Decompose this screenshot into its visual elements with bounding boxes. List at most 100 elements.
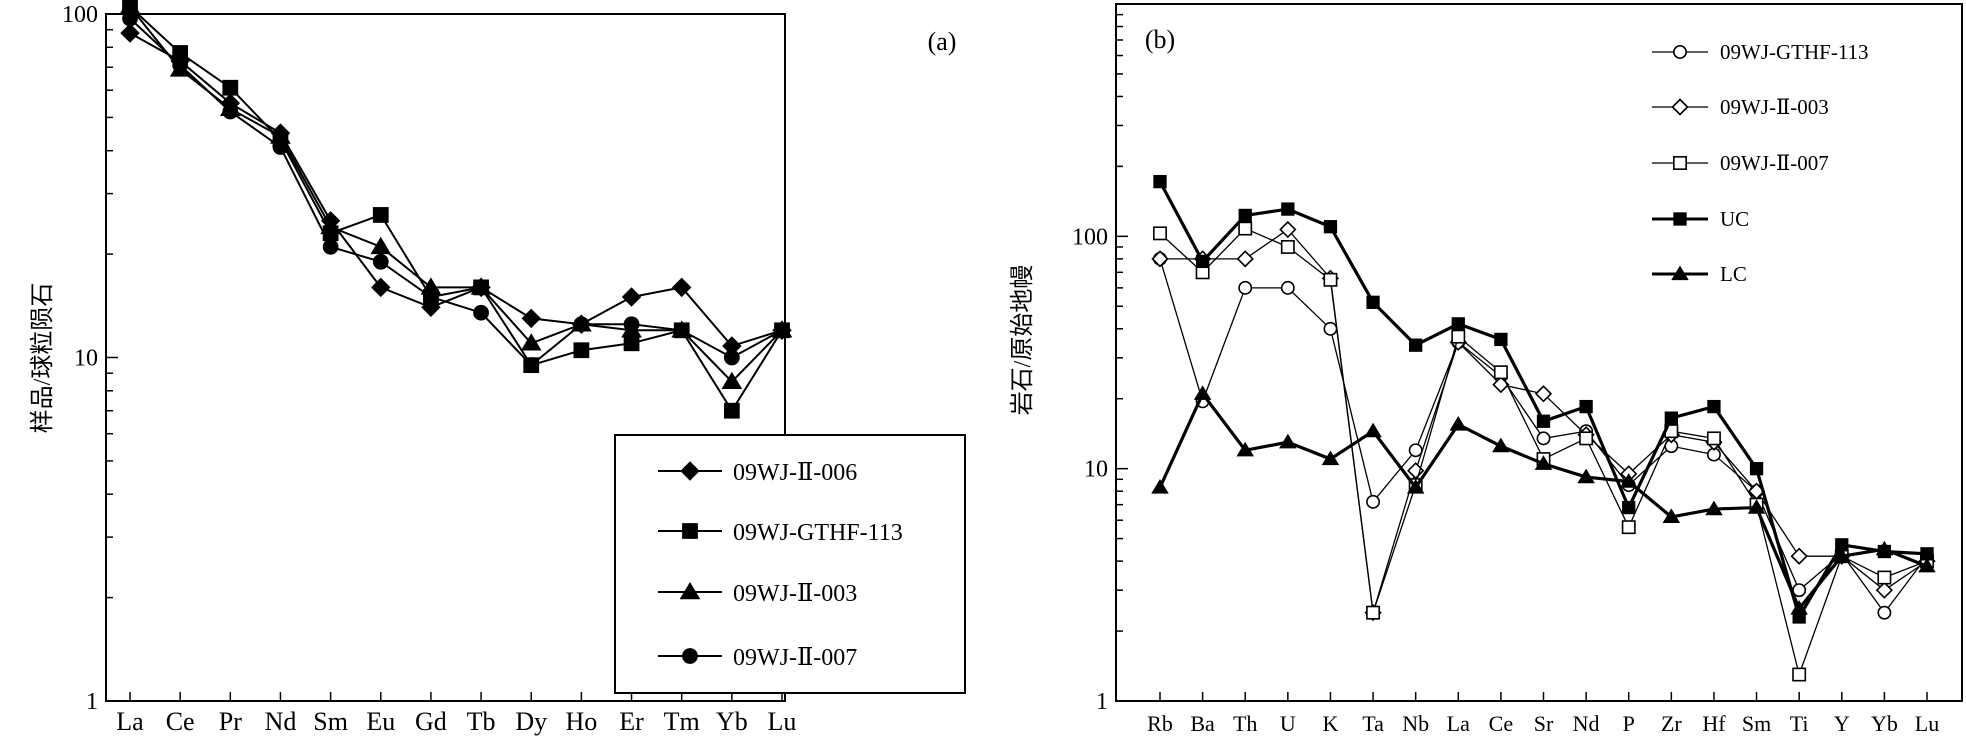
x-tick-label-Nd: Nd xyxy=(1573,711,1600,736)
data-point-Sm xyxy=(322,238,339,255)
x-tick-label-Ta: Ta xyxy=(1362,711,1384,736)
data-point-P xyxy=(1619,473,1638,488)
y-tick-label: 100 xyxy=(1072,224,1108,250)
data-point-P xyxy=(1622,500,1636,515)
series-09WJ-Ⅱ-007 xyxy=(1153,221,1934,682)
x-tick-label-Nb: Nb xyxy=(1402,711,1429,736)
panel-a-legend: 09WJ-Ⅱ-006 09WJ-GTHF-113 09WJ-Ⅱ-003 09WJ-Ⅱ-… xyxy=(614,434,966,694)
data-point-Nd xyxy=(272,139,289,155)
legend-entry-09WJ-Ⅱ-003: 09WJ-Ⅱ-003 xyxy=(1652,95,1829,119)
data-point-Hf xyxy=(1706,431,1721,446)
legend-entry-09WJ-GTHF-113: 09WJ-GTHF-113 xyxy=(658,520,903,546)
legend-marker xyxy=(682,523,698,539)
x-tick-label-U: U xyxy=(1280,711,1296,736)
panel-b-series-lines xyxy=(1151,174,1936,682)
x-tick-label-Dy: Dy xyxy=(515,707,547,736)
data-point-Th xyxy=(1238,208,1252,223)
legend-label: 09WJ-GTHF-113 xyxy=(1720,40,1869,64)
data-point-Ta xyxy=(1364,422,1382,438)
data-point-Eu xyxy=(370,236,392,255)
data-point-Er xyxy=(623,335,640,352)
x-tick-label-Eu: Eu xyxy=(366,707,395,736)
data-point-Er xyxy=(621,287,642,307)
x-tick-label-Ce: Ce xyxy=(1489,711,1513,736)
data-point-U xyxy=(1279,220,1297,239)
data-point-Eu xyxy=(372,207,389,223)
data-point-Ce xyxy=(1493,365,1508,380)
data-point-U xyxy=(1279,433,1297,449)
y-tick-label: 1 xyxy=(1096,689,1108,715)
x-tick-label-Tm: Tm xyxy=(664,707,700,736)
data-point-Sm xyxy=(1749,462,1764,476)
data-point-La xyxy=(1451,317,1465,331)
series-line xyxy=(1159,227,1928,677)
data-point-Er xyxy=(623,316,640,333)
legend-marker xyxy=(682,648,698,664)
legend-entry-09WJ-Ⅱ-007: 09WJ-Ⅱ-007 xyxy=(1652,151,1829,175)
data-point-Yb xyxy=(1877,605,1892,620)
data-point-P xyxy=(1621,520,1636,535)
series-line xyxy=(129,5,783,413)
x-tick-label-Sm: Sm xyxy=(1742,711,1771,736)
data-point-K xyxy=(1321,450,1340,466)
x-tick-label-Pr: Pr xyxy=(219,707,242,736)
panel-a-y-axis-label: 样品/球粒陨石 xyxy=(29,283,56,434)
panel-a-label: (a) xyxy=(928,27,957,56)
data-point-Ce xyxy=(172,57,189,73)
data-point-Sr xyxy=(1534,385,1553,403)
x-tick-label-Rb: Rb xyxy=(1147,711,1173,736)
x-tick-label-Lu: Lu xyxy=(1915,711,1939,736)
data-point-Eu xyxy=(372,253,389,270)
x-tick-label-La: La xyxy=(1447,711,1470,736)
data-point-Th xyxy=(1238,280,1253,295)
legend-marker xyxy=(680,461,700,481)
data-point-Nb xyxy=(1406,478,1425,494)
legend-label: 09WJ-Ⅱ-003 xyxy=(1720,95,1829,119)
legend-marker xyxy=(1673,156,1687,170)
data-point-Ce xyxy=(1494,332,1508,347)
y-tick-label: 1 xyxy=(86,689,98,715)
data-point-Th xyxy=(1236,441,1254,457)
data-point-Pr xyxy=(222,79,239,96)
data-point-La xyxy=(1449,415,1468,431)
data-point-Th xyxy=(1236,250,1254,268)
data-point-Th xyxy=(1238,221,1253,236)
data-point-Nd xyxy=(1577,468,1595,484)
data-point-Ta xyxy=(1366,605,1381,620)
legend-label: 09WJ-Ⅱ-007 xyxy=(733,645,857,671)
data-point-Yb xyxy=(723,402,740,419)
data-point-Ce xyxy=(1492,437,1510,453)
data-point-Tb xyxy=(470,277,492,295)
x-tick-label-Hf: Hf xyxy=(1702,711,1726,736)
x-tick-label-Th: Th xyxy=(1233,711,1257,736)
x-tick-label-Tb: Tb xyxy=(467,707,496,736)
data-point-K xyxy=(1323,272,1338,287)
x-tick-label-Nd: Nd xyxy=(265,707,297,736)
data-point-Dy xyxy=(523,357,540,374)
series-line xyxy=(129,17,783,367)
panel-b-x-tick-labels: Rb Ba Th U K Ta Nb La Ce Sr Nd P Zr Hf Sm Ti Y Yb Lu xyxy=(1147,711,1939,736)
legend-marker xyxy=(1671,98,1689,116)
data-point-Gd xyxy=(423,289,439,305)
data-point-Sr xyxy=(1534,455,1553,470)
series-09WJ-Ⅱ-003 xyxy=(119,0,793,389)
data-point-Nd xyxy=(1579,399,1593,414)
data-point-Yb xyxy=(1875,540,1894,556)
panel-a-tick-marks xyxy=(106,28,783,702)
x-tick-label-Er: Er xyxy=(619,707,644,736)
data-point-Yb xyxy=(1875,581,1894,599)
series-UC xyxy=(1153,174,1934,624)
panel-b-y-axis-label: 岩石/原始地幔 xyxy=(1009,265,1036,416)
x-tick-label-Ti: Ti xyxy=(1790,711,1809,736)
legend-entry-09WJ-Ⅱ-007: 09WJ-Ⅱ-007 xyxy=(658,645,857,671)
data-point-La xyxy=(122,10,138,27)
legend-marker xyxy=(1673,45,1687,59)
panel-a-y-tick-labels: 1 10 100 xyxy=(62,2,98,715)
legend-entry-UC: UC xyxy=(1652,207,1749,231)
data-point-U xyxy=(1281,202,1295,216)
x-tick-label-Sm: Sm xyxy=(313,707,348,736)
legend-marker xyxy=(1673,212,1687,226)
x-tick-label-Sr: Sr xyxy=(1534,711,1554,736)
